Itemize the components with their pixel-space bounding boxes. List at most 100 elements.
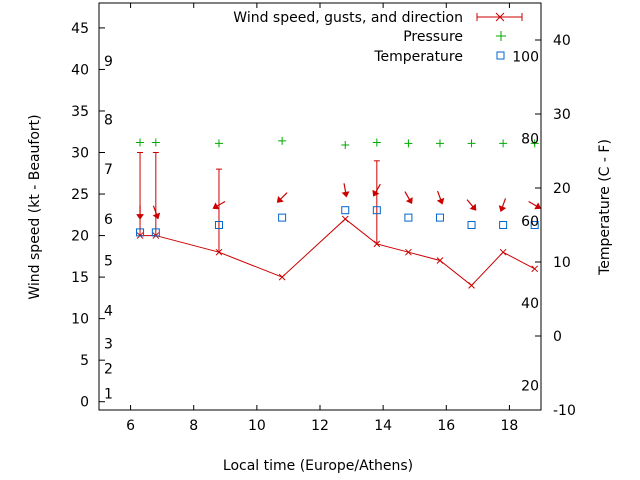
fahrenheit-label: 40 [521,296,539,312]
x-tick-label: 14 [374,418,392,434]
y-left-tick-label: 20 [71,229,89,245]
x-tick-label: 8 [189,418,198,434]
y-right-tick-label: 20 [553,181,571,197]
y-left-tick-label: 40 [71,62,89,78]
temperature-point [214,221,223,229]
wind-direction-arrow [276,192,288,203]
fahrenheit-label: 100 [512,49,539,65]
ticks-layer: 6 8 10 12 14 16 18051015202530354045-100102030… [71,3,576,434]
legend-pressure-label: Pressure [403,29,463,45]
wind-arrow-head [498,205,507,212]
pressure-point [278,136,287,145]
wind-arrow-head [276,196,284,203]
temperature-point [467,221,476,229]
wind-direction-arrow [404,191,413,205]
wind-arrow-head [372,189,380,197]
wind-direction-arrow [136,205,145,220]
wind-speed-point [531,265,539,273]
beaufort-label: 5 [104,253,113,269]
pressure-point [404,139,413,148]
legend-wind-sample [476,12,523,22]
wind-arrow-head [405,197,413,205]
fahrenheit-label: 20 [521,378,539,394]
beaufort-label: 8 [104,112,113,128]
wind-arrow-head [534,202,542,210]
legend-temperature-label: Temperature [373,49,463,65]
x-tick-label: 6 [126,418,135,434]
y-right-tick-label: -10 [553,403,576,419]
temperature-point [435,213,444,222]
y-right-tick-label: 0 [553,329,562,345]
temperature-point [404,213,413,222]
y-right-tick-label: 30 [553,107,571,123]
pressure-point [467,139,476,148]
pressure-point [341,141,350,150]
beaufort-label: 7 [104,162,113,178]
y-left-tick-label: 35 [71,104,89,120]
y-left-tick-label: 0 [80,395,89,411]
pressure-point [151,138,160,147]
beaufort-label: 6 [104,212,113,228]
beaufort-label: 1 [104,386,113,402]
temperature-point [278,213,287,222]
fahrenheit-label: 60 [521,214,539,230]
y-axis-left-label: Wind speed (kt - Beaufort) [27,114,43,299]
y-left-tick-label: 25 [71,187,89,203]
plot-layer [136,136,542,289]
wind-speed-point [341,215,349,223]
temperature-point [499,221,508,229]
wind-arrow-head [436,197,445,205]
wind-direction-arrow [528,200,542,210]
pressure-point [530,139,539,148]
wind-direction-arrow [212,200,226,210]
pressure-point [214,139,223,148]
pressure-point [136,138,145,147]
wind-arrow-head [341,191,350,198]
pressure-point [435,139,444,148]
wind-direction-arrow [498,198,507,212]
legend-temperature-marker [496,51,505,60]
temperature-point [341,206,350,215]
beaufort-label: 2 [104,361,113,377]
wind-direction-arrow [372,183,381,197]
wind-direction-arrow [152,205,161,220]
wind-arrow-head [212,202,220,210]
pressure-point [372,138,381,147]
wind-speed-point [373,240,381,248]
wind-speed-point [436,257,444,264]
wind-direction-arrow [436,190,445,205]
y-left-tick-label: 5 [80,353,89,369]
x-axis-label: Local time (Europe/Athens) [223,458,413,474]
wind-arrow-head [136,214,145,220]
pressure-point [499,139,508,148]
legend-wind-label: Wind speed, gusts, and direction [233,10,463,26]
x-tick-label: 12 [311,418,329,434]
x-tick-label: 10 [248,418,266,434]
fahrenheit-label: 80 [521,132,539,148]
y-left-tick-label: 45 [71,21,89,37]
legend: Wind speed, gusts, and direction Pressur… [233,10,523,65]
x-tick-label: 18 [501,418,519,434]
wind-speed-point [215,248,223,256]
beaufort-label: 3 [104,337,113,353]
wind-direction-arrow [341,183,350,198]
wind-speed-point [499,248,507,256]
y-left-tick-label: 30 [71,146,89,162]
y-right-tick-label: 10 [553,255,571,271]
y-left-tick-label: 15 [71,270,89,286]
temperature-point [151,228,160,237]
temperature-point [372,206,381,215]
wind-speed-point [278,273,286,281]
temperature-point [136,228,145,237]
wind-arrow-head [152,212,161,220]
legend-pressure-marker [496,31,506,41]
wind-speed-point [405,248,412,256]
wind-arrow-head [469,203,477,211]
beaufort-label: 9 [104,54,113,70]
x-tick-label: 16 [437,418,455,434]
beaufort-label: 4 [104,303,113,319]
wind-direction-arrow [466,199,477,211]
y-right-tick-label: 40 [553,33,571,49]
y-left-tick-label: 10 [71,312,89,328]
